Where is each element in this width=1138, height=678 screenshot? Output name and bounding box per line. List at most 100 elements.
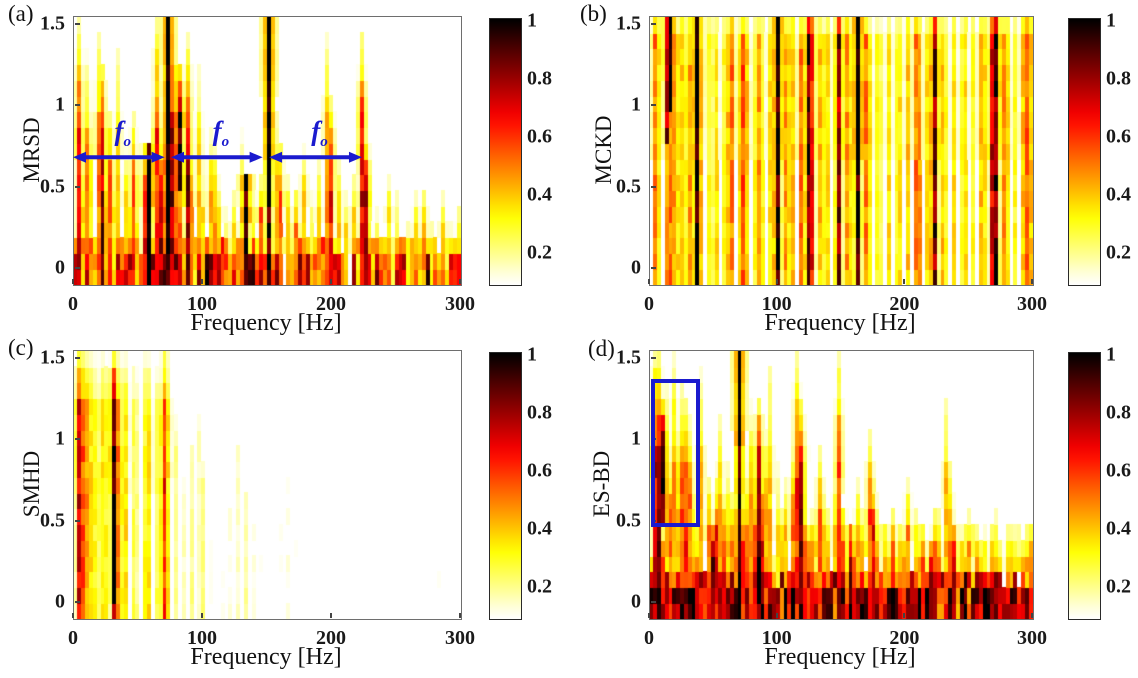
y-tick-mark	[651, 357, 656, 360]
x-tick-label: 200	[316, 293, 346, 315]
x-tick-mark	[648, 613, 650, 618]
y-tick-mark	[75, 266, 80, 269]
fo-annotation: fo	[311, 116, 328, 151]
colorbar-c	[489, 352, 522, 620]
x-tick-mark	[903, 613, 906, 618]
x-tick-mark	[201, 613, 203, 618]
panel-letter-c: (c)	[8, 335, 34, 360]
fo-annotation-base: f	[311, 116, 321, 147]
x-tick-mark	[903, 279, 906, 284]
y-tick-label: 1	[55, 427, 65, 450]
colorbar-tick-label: 0.6	[1106, 459, 1131, 482]
colorbar-tick-label: 0.2	[527, 575, 552, 598]
x-tick-mark	[459, 279, 461, 284]
y-tick-label: 1.5	[616, 12, 641, 35]
x-tick-label: 100	[187, 293, 217, 315]
colorbar-tick-label: 0.8	[1106, 67, 1131, 90]
fo-annotation-sub: o	[221, 134, 230, 151]
ylabel-c: SMHD	[19, 450, 44, 518]
y-tick-mark	[75, 23, 80, 26]
y-tick-mark	[75, 600, 80, 603]
panel-letter-d: (d)	[588, 336, 615, 361]
x-tick-label: 100	[761, 627, 792, 649]
xlabel-a: Frequency [Hz]	[190, 310, 342, 336]
ylabel-d: ES-BD	[589, 450, 614, 518]
detection-box	[650, 378, 700, 528]
colorbar-tick-label: 1	[527, 343, 537, 366]
colorbar-tick-label: 1	[1106, 343, 1116, 366]
y-tick-label: 1.5	[40, 12, 65, 35]
x-tick-label: 0	[68, 293, 78, 315]
colorbar-tick-label: 0.6	[527, 125, 552, 148]
y-tick-label: 1.5	[616, 346, 641, 369]
fo-annotation-base: f	[212, 116, 222, 147]
fo-annotation-sub: o	[123, 134, 132, 151]
colorbar-tick-label: 0.4	[1106, 517, 1131, 540]
x-tick-mark	[72, 613, 74, 618]
xlabel-b: Frequency [Hz]	[764, 310, 916, 336]
heatmap-canvas-d	[649, 350, 1034, 620]
x-tick-label: 100	[187, 627, 217, 649]
colorbar-tick-label: 0.8	[527, 401, 552, 424]
xlabel-d: Frequency [Hz]	[764, 644, 916, 670]
heatmap-canvas-a	[73, 16, 462, 286]
xlabel-c: Frequency [Hz]	[190, 644, 342, 670]
x-tick-label: 0	[644, 627, 654, 649]
x-tick-label: 100	[761, 293, 792, 315]
x-tick-mark	[775, 613, 778, 618]
heatmap-canvas-c	[73, 350, 462, 620]
x-tick-mark	[330, 613, 332, 618]
x-tick-label: 300	[445, 293, 475, 315]
y-tick-label: 0.5	[40, 175, 65, 198]
colorbar-tick-label: 1	[1106, 9, 1116, 32]
colorbar-tick-label: 0.6	[527, 459, 552, 482]
y-tick-label: 0	[631, 256, 641, 279]
fo-annotation: fo	[115, 116, 132, 151]
colorbar-tick-label: 0.6	[1106, 125, 1131, 148]
y-tick-label: 1	[631, 93, 641, 116]
colorbar-d	[1068, 352, 1101, 620]
x-tick-mark	[1031, 613, 1033, 618]
y-tick-mark	[651, 185, 656, 188]
x-tick-label: 0	[644, 293, 654, 315]
colorbar-tick-label: 0.2	[1106, 575, 1131, 598]
colorbar-a	[489, 18, 522, 286]
y-tick-mark	[651, 104, 656, 107]
x-tick-mark	[330, 279, 332, 284]
y-tick-label: 1	[55, 93, 65, 116]
colorbar-tick-label: 1	[527, 9, 537, 32]
ylabel-a: MRSD	[19, 117, 44, 183]
colorbar-tick-label: 0.8	[1106, 401, 1131, 424]
y-tick-mark	[651, 266, 656, 269]
x-tick-label: 200	[316, 627, 346, 649]
x-tick-mark	[72, 279, 74, 284]
fo-annotation-base: f	[114, 116, 124, 147]
y-tick-mark	[75, 104, 80, 107]
colorbar-tick-label: 0.8	[527, 67, 552, 90]
x-tick-label: 300	[1017, 627, 1047, 649]
x-tick-label: 200	[889, 293, 920, 315]
x-tick-label: 200	[889, 627, 920, 649]
y-tick-mark	[75, 185, 80, 188]
colorbar-tick-label: 0.4	[527, 517, 552, 540]
y-tick-label: 0	[631, 590, 641, 613]
colorbar-tick-label: 0.4	[527, 183, 552, 206]
panel-letter-b: (b)	[580, 1, 607, 26]
y-tick-label: 1.5	[40, 346, 65, 369]
x-tick-mark	[775, 279, 778, 284]
y-tick-mark	[75, 357, 80, 360]
x-tick-mark	[201, 279, 203, 284]
ylabel-b: MCKD	[591, 115, 616, 185]
fo-annotation-sub: o	[320, 134, 328, 151]
x-tick-mark	[648, 279, 650, 284]
colorbar-tick-label: 0.4	[1106, 183, 1131, 206]
y-tick-label: 0.5	[616, 175, 641, 198]
y-tick-mark	[75, 438, 80, 441]
y-tick-label: 0.5	[40, 509, 65, 532]
colorbar-b	[1068, 18, 1101, 286]
x-tick-label: 300	[1017, 293, 1047, 315]
y-tick-label: 1	[631, 427, 641, 450]
x-tick-label: 300	[445, 627, 475, 649]
y-tick-mark	[75, 519, 80, 522]
